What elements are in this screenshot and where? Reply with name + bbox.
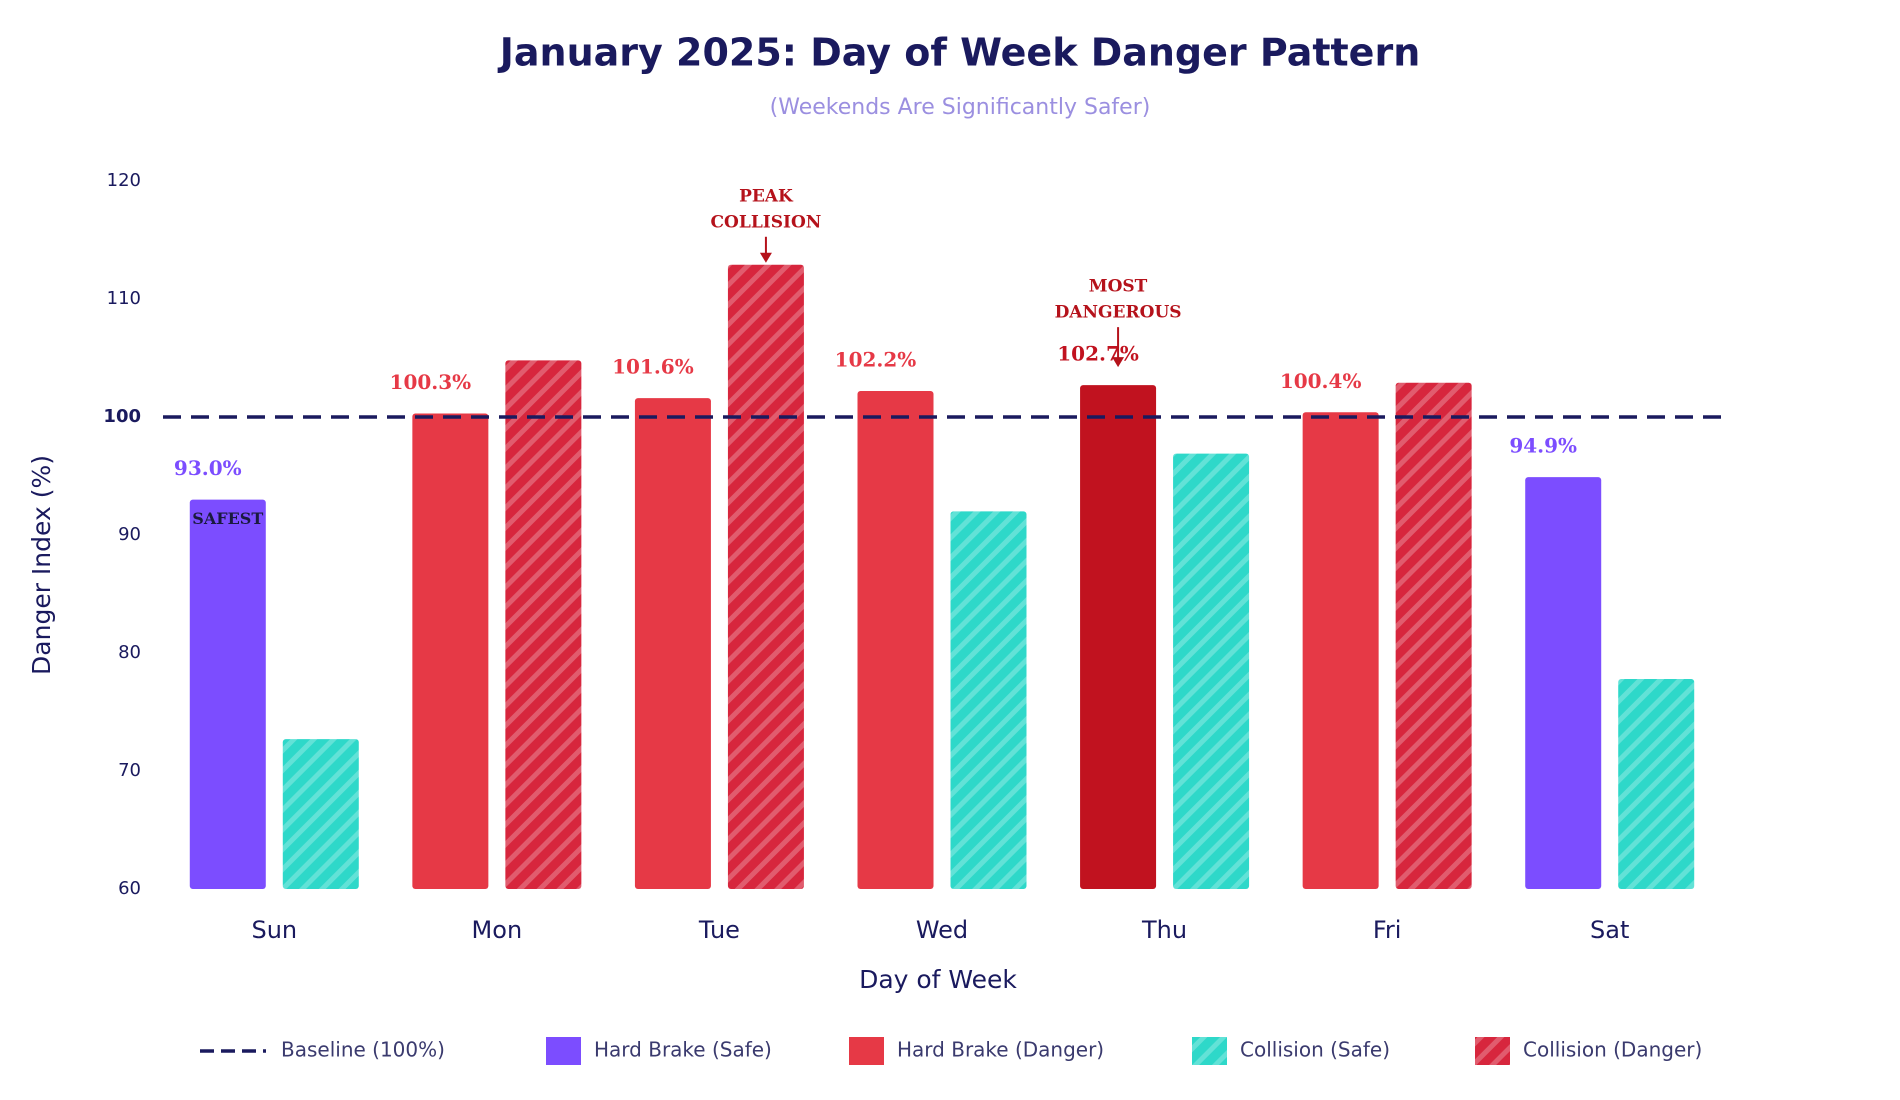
y-tick-label: 100: [103, 406, 141, 427]
chart-title: January 2025: Day of Week Danger Pattern: [497, 31, 1421, 75]
bar: [1302, 412, 1379, 889]
data-label: 100.4%: [1280, 369, 1362, 393]
x-tick-label: Fri: [1373, 916, 1402, 944]
legend-label: Baseline (100%): [281, 1038, 445, 1062]
data-label: 101.6%: [612, 355, 694, 379]
y-axis-label: Danger Index (%): [27, 455, 56, 675]
y-tick-label: 110: [107, 288, 141, 309]
bar: [189, 499, 266, 889]
y-tick-label: 60: [118, 878, 141, 899]
legend-swatch: [849, 1037, 884, 1065]
bar: [727, 264, 804, 889]
legend-label: Collision (Safe): [1240, 1038, 1390, 1062]
inner-label: SAFEST: [192, 509, 263, 528]
bar: [1173, 453, 1250, 889]
bar: [505, 360, 582, 889]
bar: [282, 739, 359, 889]
legend-swatch: [546, 1037, 581, 1065]
bar: [1080, 385, 1157, 889]
y-tick-label: 80: [118, 642, 141, 663]
legend-swatch: [1192, 1037, 1227, 1065]
data-label: 102.7%: [1057, 342, 1139, 366]
data-label: 102.2%: [835, 348, 917, 372]
x-tick-label: Sat: [1590, 916, 1629, 944]
bar: [857, 391, 934, 889]
legend-label: Hard Brake (Danger): [897, 1038, 1104, 1062]
chart-subtitle: (Weekends Are Significantly Safer): [770, 95, 1151, 120]
bar: [412, 413, 489, 889]
annotation: MOST: [1089, 277, 1148, 297]
x-tick-label: Mon: [472, 916, 523, 944]
x-axis-label: Day of Week: [859, 965, 1017, 994]
data-label: 94.9%: [1509, 434, 1577, 458]
bar: [1525, 477, 1602, 889]
data-label: 100.3%: [390, 370, 472, 394]
legend-label: Collision (Danger): [1523, 1038, 1702, 1062]
annotation-arrowhead: [1112, 357, 1125, 368]
bar: [634, 398, 711, 889]
x-tick-label: Sun: [251, 916, 297, 944]
y-tick-label: 120: [107, 170, 141, 191]
bar: [1618, 678, 1695, 889]
bar: [1395, 382, 1472, 889]
annotation: DANGEROUS: [1055, 303, 1182, 323]
x-tick-label: Wed: [916, 916, 968, 944]
x-tick-label: Tue: [698, 916, 740, 944]
x-tick-label: Thu: [1141, 916, 1187, 944]
bar: [950, 511, 1027, 889]
data-label: 93.0%: [174, 456, 242, 480]
annotation-arrowhead: [759, 252, 772, 263]
legend-swatch: [1475, 1037, 1510, 1065]
legend-label: Hard Brake (Safe): [594, 1038, 772, 1062]
y-tick-label: 70: [118, 760, 141, 781]
annotation: COLLISION: [711, 212, 822, 232]
y-tick-label: 90: [118, 524, 141, 545]
annotation: PEAK: [739, 186, 794, 206]
